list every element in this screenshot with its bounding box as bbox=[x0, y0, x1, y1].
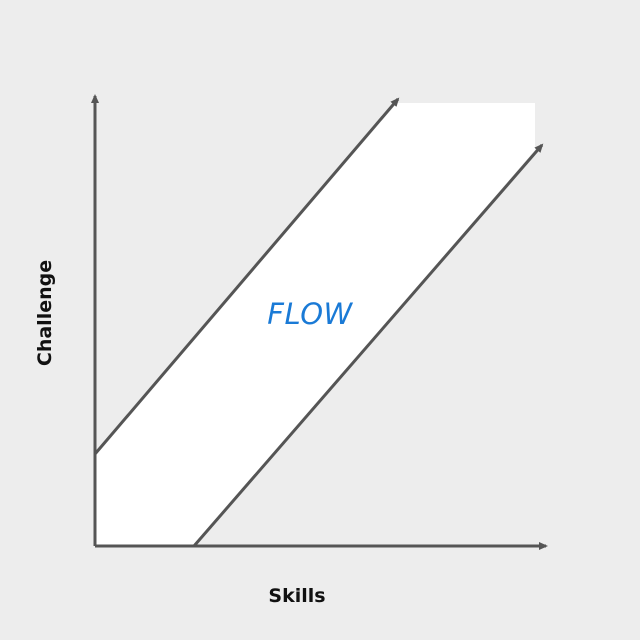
flow-channel bbox=[95, 103, 535, 546]
flow-label: FLOW bbox=[267, 297, 353, 331]
upper-boundary-arrow bbox=[93, 97, 400, 455]
y-axis-label: Challenge bbox=[34, 260, 56, 366]
x-axis-label: Skills bbox=[268, 585, 325, 607]
lower-boundary-arrow bbox=[192, 143, 544, 547]
